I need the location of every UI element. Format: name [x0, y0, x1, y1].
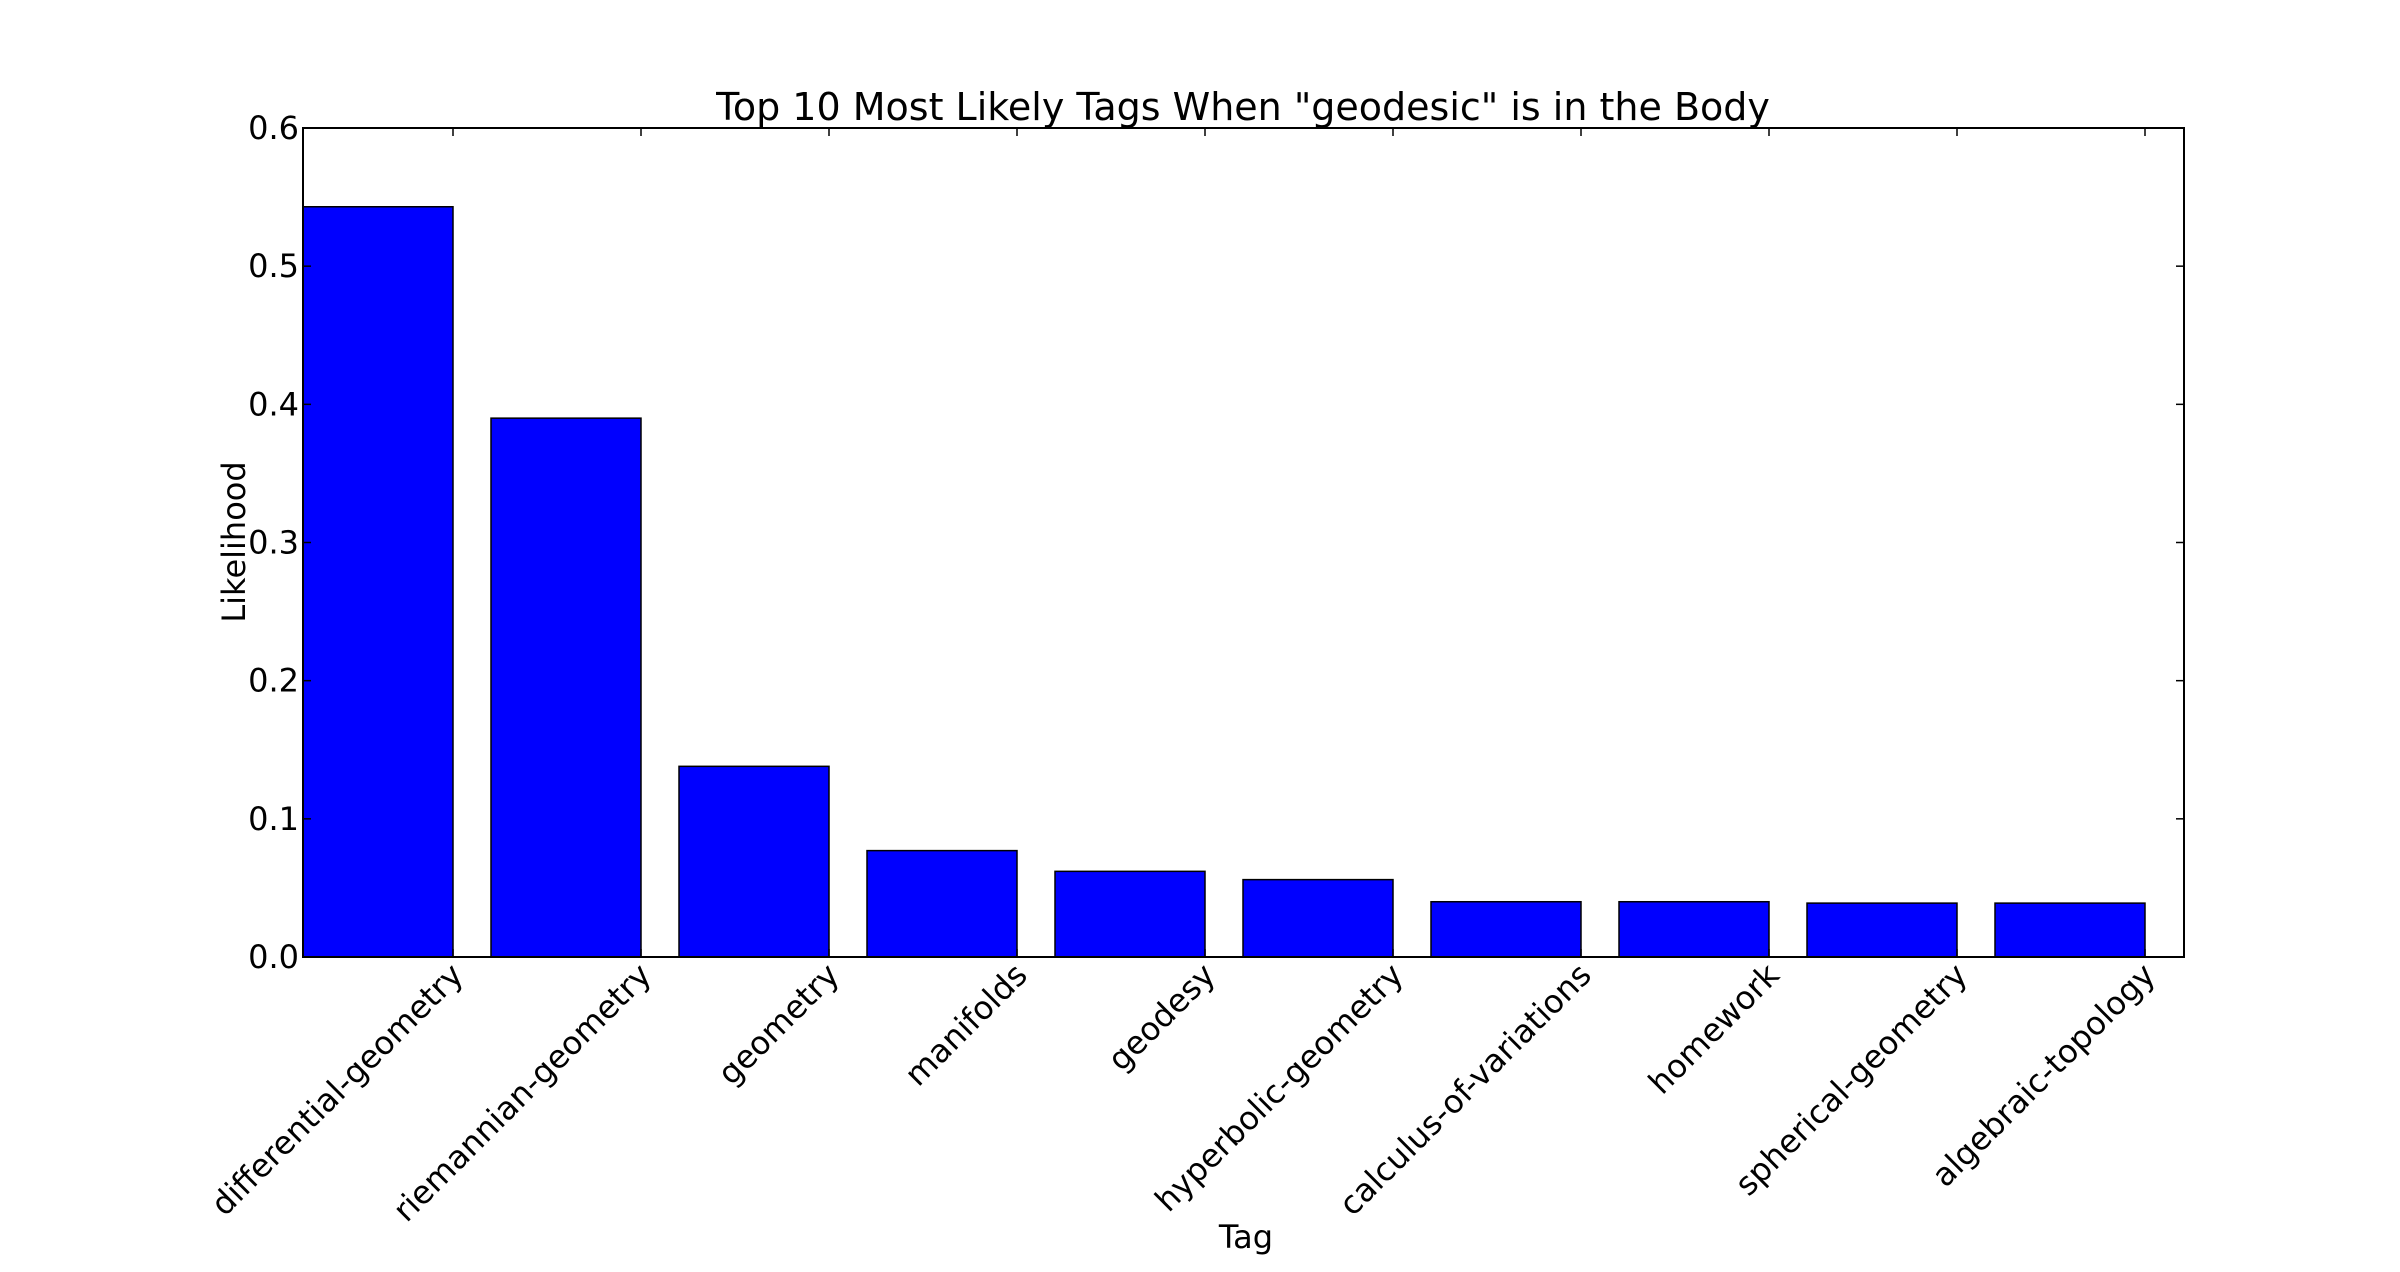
- x-tick-labels: differential-geometryriemannian-geometry…: [203, 955, 2162, 1229]
- bar-algebraic-topology: [1994, 902, 2146, 958]
- bar-differential-geometry: [302, 206, 454, 958]
- y-tick-label-0.6: 0.6: [248, 109, 299, 147]
- y-tick-label-0.5: 0.5: [248, 247, 299, 285]
- x-tick-label-homework: homework: [1641, 955, 1787, 1101]
- y-tick-label-0.2: 0.2: [248, 662, 299, 700]
- bar-homework: [1618, 900, 1770, 958]
- y-tick-label-0.1: 0.1: [248, 800, 299, 838]
- y-axis-label: Likelihood: [215, 461, 253, 622]
- x-tick-label-geodesy: geodesy: [1100, 956, 1222, 1078]
- bars-group: [302, 206, 2146, 958]
- y-tick-labels: 0.0 0.1 0.2 0.3 0.4 0.5 0.6: [248, 109, 299, 976]
- plot-frame: [302, 127, 2185, 958]
- y-tick-label-0.3: 0.3: [248, 524, 299, 562]
- bar-manifolds: [866, 849, 1018, 958]
- chart-title: Top 10 Most Likely Tags When "geodesic" …: [715, 85, 1770, 129]
- bar-hyperbolic-geometry: [1242, 878, 1394, 958]
- y-tick-label-0.0: 0.0: [248, 938, 299, 976]
- bar-geometry: [678, 765, 830, 958]
- bar-geodesy: [1054, 870, 1206, 958]
- bar-calculus-of-variations: [1430, 900, 1582, 958]
- y-tick-label-0.4: 0.4: [248, 385, 299, 423]
- bar-spherical-geometry: [1806, 902, 1958, 958]
- x-axis-label: Tag: [1218, 1218, 1273, 1256]
- x-tick-label-manifolds: manifolds: [897, 956, 1035, 1094]
- x-tick-label-geometry: geometry: [710, 956, 847, 1093]
- bar-riemannian-geometry: [490, 417, 642, 958]
